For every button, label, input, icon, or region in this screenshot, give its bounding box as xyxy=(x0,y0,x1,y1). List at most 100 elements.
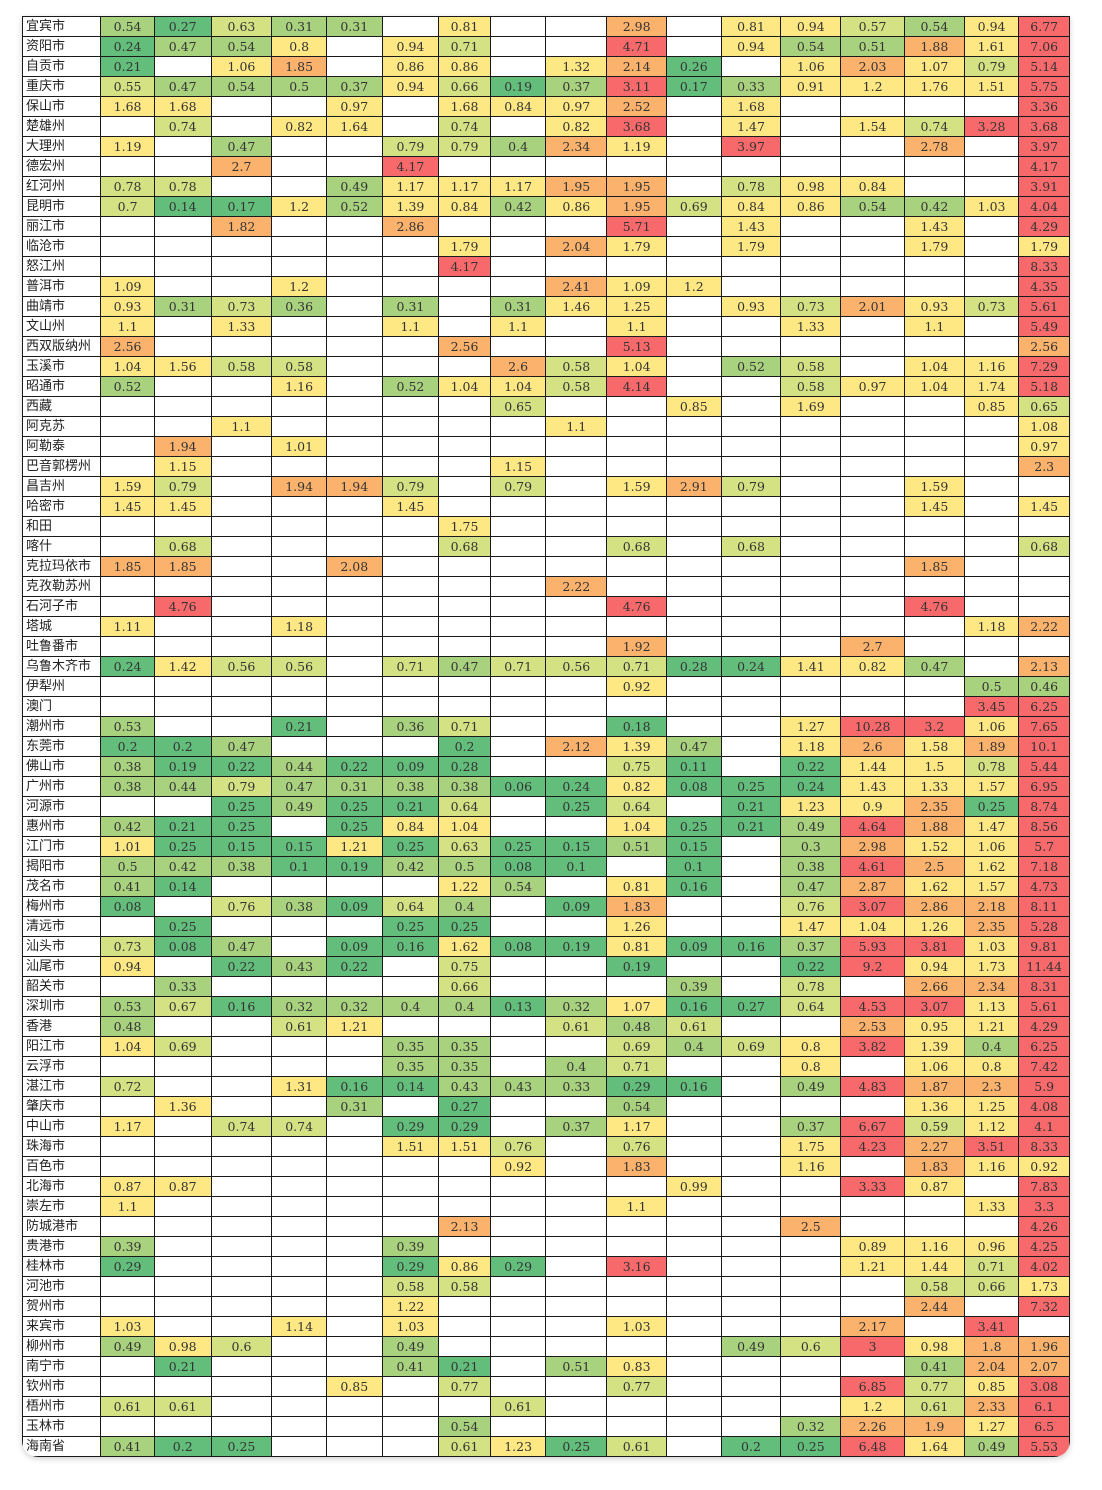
table-row: 百色市 0.92 1.83 1.16 1.83 1.16 0.92 xyxy=(22,1156,1070,1177)
value-cell: 1.33 xyxy=(780,316,842,337)
empty-cell xyxy=(545,916,608,937)
value-cell: 1.51 xyxy=(438,1136,491,1157)
value-cell: 0.61 xyxy=(271,1016,327,1037)
empty-cell xyxy=(545,216,608,237)
empty-cell xyxy=(963,596,1020,617)
value-cell: 1.44 xyxy=(904,1256,965,1277)
empty-cell xyxy=(438,216,491,237)
value-cell: 1.79 xyxy=(904,236,965,257)
empty-cell xyxy=(489,816,547,837)
table-row: 克拉玛依市 1.85 1.85 2.08 1.85 xyxy=(22,556,1070,577)
value-cell: 0.09 xyxy=(325,896,383,917)
value-cell: 0.77 xyxy=(606,1376,667,1397)
value-cell: 1.36 xyxy=(153,1096,212,1117)
empty-cell xyxy=(606,416,667,437)
value-cell: 0.63 xyxy=(210,16,273,37)
empty-cell xyxy=(489,1376,547,1397)
empty-cell xyxy=(840,1196,906,1217)
value-cell: 0.22 xyxy=(780,956,842,977)
value-cell: 0.43 xyxy=(489,1076,547,1097)
value-cell: 1.56 xyxy=(153,356,212,377)
table-row: 哈密市 1.45 1.45 1.45 1.45 1.45 xyxy=(22,496,1070,517)
empty-cell xyxy=(153,956,212,977)
empty-cell xyxy=(720,1096,782,1117)
value-cell: 0.61 xyxy=(904,1396,965,1417)
value-cell: 0.74 xyxy=(904,116,965,137)
table-row: 南宁市 0.21 0.41 0.21 0.51 0.83 0.41 2.04 2.07 xyxy=(22,1356,1070,1377)
empty-cell xyxy=(489,16,547,37)
empty-cell xyxy=(325,336,383,357)
table-row: 柳州市 0.49 0.98 0.6 0.49 0.49 0.6 3 0.98 1.8 1.96 xyxy=(22,1336,1070,1357)
region-name-cell: 云浮市 xyxy=(22,1056,102,1077)
value-cell: 0.54 xyxy=(904,16,965,37)
value-cell: 0.66 xyxy=(963,1276,1020,1297)
value-cell: 0.25 xyxy=(963,796,1020,817)
empty-cell xyxy=(100,1216,155,1237)
empty-cell xyxy=(545,1396,608,1417)
empty-cell xyxy=(720,316,782,337)
value-cell: 0.42 xyxy=(489,196,547,217)
region-name-cell: 河源市 xyxy=(22,796,102,817)
value-cell: 1.41 xyxy=(780,656,842,677)
empty-cell xyxy=(666,436,722,457)
value-cell: 0.81 xyxy=(720,16,782,37)
empty-cell xyxy=(271,696,327,717)
value-cell: 0.08 xyxy=(489,856,547,877)
value-cell: 0.22 xyxy=(780,756,842,777)
value-cell: 0.82 xyxy=(840,656,906,677)
empty-cell xyxy=(100,796,155,817)
table-row: 昌吉州 1.59 0.79 1.94 1.94 0.79 0.79 1.59 2.91 0.79 1… xyxy=(22,476,1070,497)
region-name-cell: 昭通市 xyxy=(22,376,102,397)
value-cell: 0.09 xyxy=(666,936,722,957)
value-cell: 0.39 xyxy=(666,976,722,997)
value-cell: 1.73 xyxy=(1018,1276,1070,1297)
value-cell: 8.33 xyxy=(1018,256,1070,277)
empty-cell xyxy=(780,496,842,517)
value-cell: 1.2 xyxy=(840,1396,906,1417)
empty-cell xyxy=(210,1396,273,1417)
empty-cell xyxy=(489,736,547,757)
region-name-cell: 普洱市 xyxy=(22,276,102,297)
region-name-cell: 西藏 xyxy=(22,396,102,417)
value-cell: 2.98 xyxy=(606,16,667,37)
value-cell: 0.53 xyxy=(100,716,155,737)
value-cell: 1.62 xyxy=(963,856,1020,877)
table-row: 喀什 0.68 0.68 0.68 0.68 0.68 xyxy=(22,536,1070,557)
table-row: 贵港市 0.39 0.39 0.89 1.16 0.96 4.25 xyxy=(22,1236,1070,1257)
empty-cell xyxy=(210,1316,273,1337)
value-cell: 1.17 xyxy=(489,176,547,197)
value-cell: 1.1 xyxy=(489,316,547,337)
empty-cell xyxy=(545,1096,608,1117)
value-cell: 0.38 xyxy=(100,776,155,797)
value-cell: 1.57 xyxy=(963,876,1020,897)
table-row: 吐鲁番市 1.92 2.7 xyxy=(22,636,1070,657)
value-cell: 1.19 xyxy=(100,136,155,157)
value-cell: 4.71 xyxy=(606,36,667,57)
empty-cell xyxy=(720,596,782,617)
value-cell: 1.52 xyxy=(904,836,965,857)
value-cell: 1.74 xyxy=(963,376,1020,397)
value-cell: 0.31 xyxy=(153,296,212,317)
empty-cell xyxy=(325,1336,383,1357)
value-cell: 3.36 xyxy=(1018,96,1070,117)
empty-cell xyxy=(840,1096,906,1117)
value-cell: 1.39 xyxy=(904,1036,965,1057)
empty-cell xyxy=(210,1376,273,1397)
empty-cell xyxy=(720,1156,782,1177)
empty-cell xyxy=(325,376,383,397)
table-row: 塔城 1.11 1.18 1.18 2.22 xyxy=(22,616,1070,637)
empty-cell xyxy=(963,656,1020,677)
region-name-cell: 海南省 xyxy=(22,1436,102,1457)
value-cell: 0.43 xyxy=(271,956,327,977)
value-cell: 1.18 xyxy=(963,616,1020,637)
empty-cell xyxy=(325,56,383,77)
empty-cell xyxy=(720,676,782,697)
empty-cell xyxy=(666,516,722,537)
empty-cell xyxy=(720,256,782,277)
empty-cell xyxy=(271,416,327,437)
empty-cell xyxy=(153,316,212,337)
empty-cell xyxy=(545,156,608,177)
value-cell: 0.15 xyxy=(666,836,722,857)
value-cell: 0.2 xyxy=(438,736,491,757)
empty-cell xyxy=(325,1196,383,1217)
